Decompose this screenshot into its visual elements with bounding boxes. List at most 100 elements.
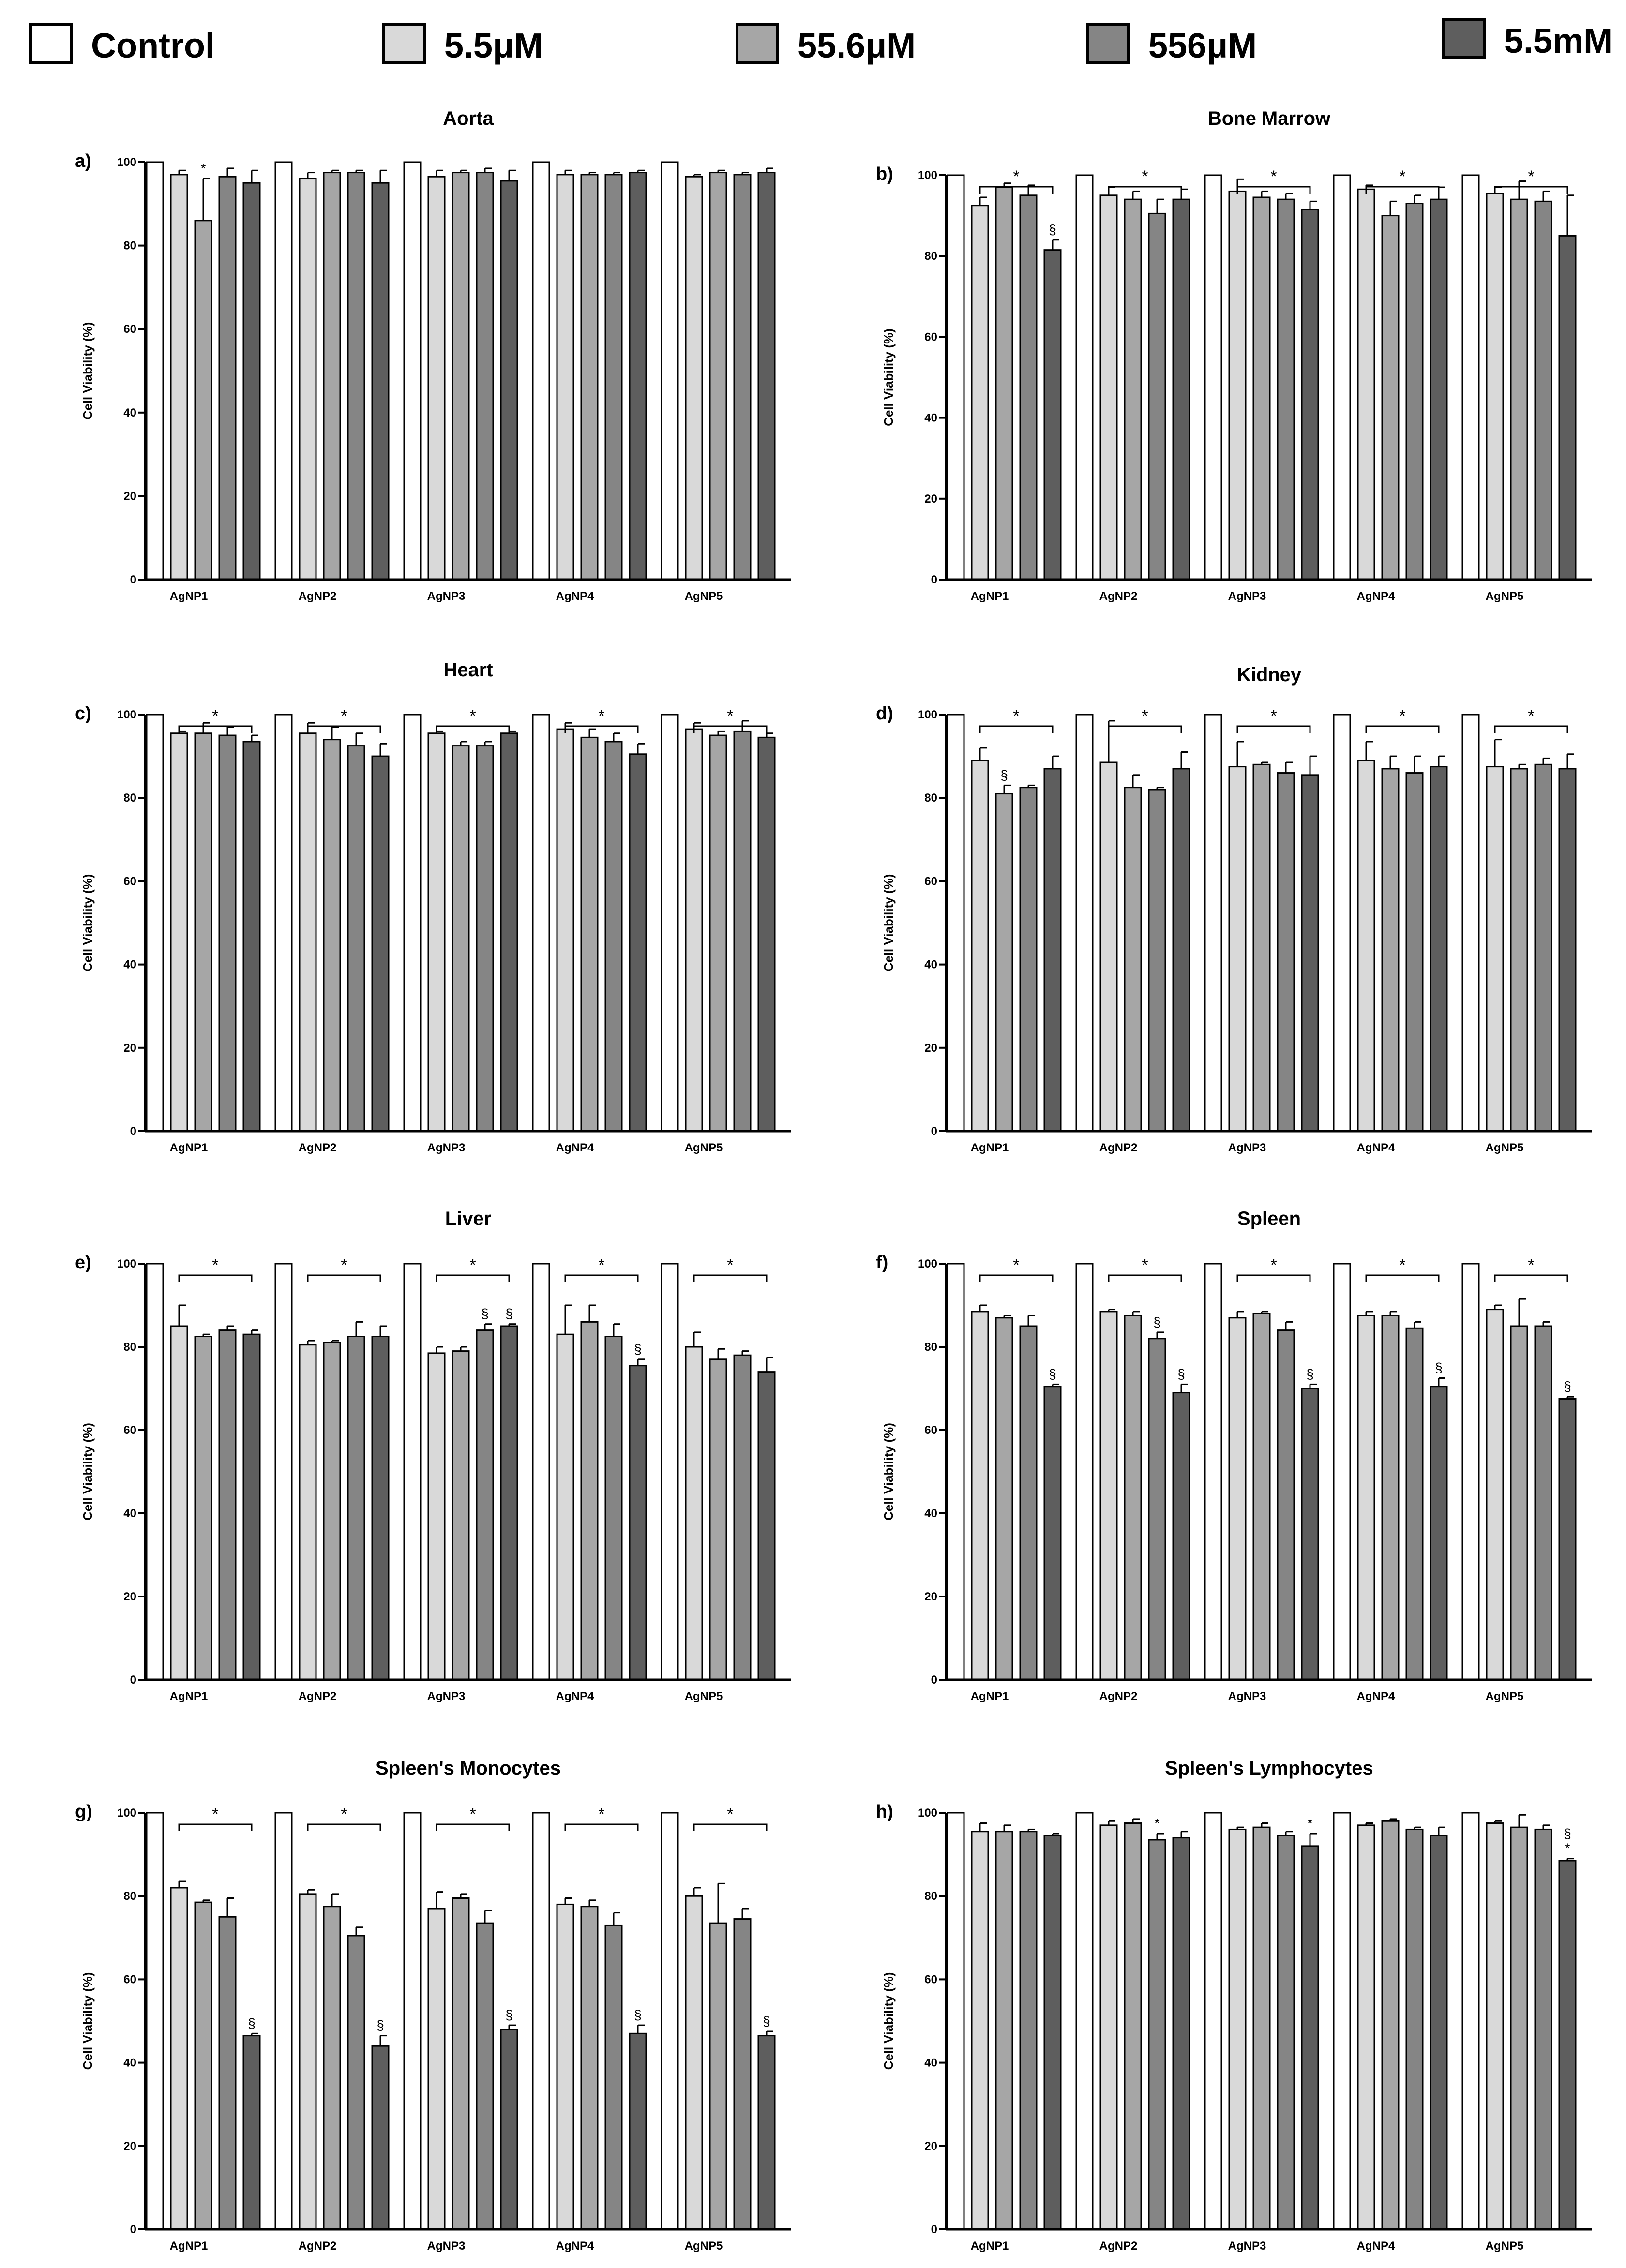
significance-bracket bbox=[178, 1823, 253, 1831]
y-tick-label: 20 bbox=[123, 1590, 136, 1603]
bar bbox=[1252, 763, 1271, 1132]
significance-bracket bbox=[436, 1274, 510, 1282]
chart-panel-6: Spleen f) Cell Viability (%) 0 20 40 60 80 100 Ag… bbox=[876, 1208, 1592, 1703]
bar bbox=[476, 172, 494, 581]
significance-star: * bbox=[1142, 167, 1148, 186]
chart-panel-1: Aorta a) Cell Viability (%) 0 20 40 60 80 100 AgN… bbox=[75, 108, 791, 603]
y-tick-label: 20 bbox=[924, 492, 937, 506]
significance-star: * bbox=[727, 707, 733, 725]
significance-star: * bbox=[1142, 1256, 1148, 1274]
x-tick-label: AgNP3 bbox=[1228, 2239, 1266, 2253]
bar bbox=[1019, 194, 1038, 581]
significance-star: * bbox=[1399, 167, 1405, 186]
bar bbox=[1381, 768, 1400, 1132]
bar bbox=[1172, 768, 1190, 1132]
bar bbox=[556, 728, 574, 1132]
y-tick-label: 0 bbox=[931, 1673, 937, 1686]
significance-bracket bbox=[564, 725, 639, 733]
bar bbox=[580, 1321, 599, 1681]
significance-star: * bbox=[469, 1805, 476, 1823]
bar bbox=[733, 730, 752, 1132]
y-tick-label: 40 bbox=[924, 1507, 937, 1520]
x-tick-label: AgNP5 bbox=[685, 1690, 723, 1703]
significance-star: * bbox=[1142, 707, 1148, 725]
bar bbox=[580, 736, 599, 1132]
x-tick-label: AgNP1 bbox=[971, 590, 1009, 603]
bar bbox=[580, 174, 599, 581]
chart-title: Bone Marrow bbox=[1208, 108, 1331, 129]
bar bbox=[661, 161, 679, 581]
bar bbox=[1461, 1263, 1480, 1681]
bar bbox=[218, 176, 237, 581]
significance-bracket bbox=[1494, 1274, 1568, 1282]
bar bbox=[1558, 768, 1577, 1132]
significance-bracket bbox=[307, 1823, 381, 1831]
bar bbox=[1301, 774, 1319, 1132]
bar bbox=[1381, 1315, 1400, 1681]
y-tick-label: 0 bbox=[931, 2223, 937, 2236]
chart-title: Spleen bbox=[1237, 1208, 1301, 1229]
bar bbox=[1124, 1315, 1142, 1681]
y-tick-label: 20 bbox=[924, 2140, 937, 2153]
bar bbox=[1534, 200, 1552, 581]
y-axis-label: Cell Viability (%) bbox=[80, 1423, 95, 1521]
chart-title: Aorta bbox=[443, 108, 494, 129]
significance-bracket bbox=[1236, 186, 1311, 194]
bar bbox=[476, 1922, 494, 2230]
significance-bracket bbox=[307, 1274, 381, 1282]
bar bbox=[1075, 1812, 1094, 2230]
bar bbox=[1558, 1398, 1577, 1681]
bar bbox=[452, 172, 470, 581]
y-axis-label: Cell Viability (%) bbox=[881, 328, 896, 426]
y-axis-label: Cell Viability (%) bbox=[80, 1972, 95, 2070]
bar bbox=[1486, 193, 1504, 581]
section-mark: § bbox=[505, 2007, 513, 2022]
significance-star: * bbox=[1399, 707, 1405, 725]
significance-star: * bbox=[1270, 707, 1277, 725]
significance-star: * bbox=[1155, 1816, 1160, 1831]
significance-star: * bbox=[212, 1256, 218, 1274]
bar bbox=[532, 161, 550, 581]
bar bbox=[1148, 1839, 1166, 2230]
bar bbox=[1381, 1820, 1400, 2230]
y-tick-label: 20 bbox=[924, 1590, 937, 1603]
section-mark: § bbox=[634, 2007, 642, 2022]
x-tick-label: AgNP2 bbox=[1099, 2239, 1138, 2253]
bar bbox=[403, 714, 422, 1132]
y-tick-label: 60 bbox=[924, 1973, 937, 1986]
bar bbox=[661, 1263, 679, 1681]
y-tick-label: 40 bbox=[924, 2057, 937, 2070]
bar bbox=[1204, 174, 1222, 581]
bar bbox=[1043, 249, 1062, 581]
significance-bracket bbox=[564, 1823, 639, 1831]
x-tick-label: AgNP5 bbox=[685, 1141, 723, 1154]
y-tick-label: 40 bbox=[123, 958, 136, 971]
significance-bracket bbox=[307, 725, 381, 733]
significance-bracket bbox=[693, 1823, 768, 1831]
x-tick-label: AgNP5 bbox=[685, 590, 723, 603]
y-axis-label: Cell Viability (%) bbox=[881, 1972, 896, 2070]
bar bbox=[1228, 190, 1247, 581]
section-mark: § bbox=[248, 2015, 256, 2030]
bar bbox=[1277, 1835, 1295, 2230]
y-axis-label: Cell Viability (%) bbox=[80, 322, 95, 420]
x-tick-label: AgNP5 bbox=[1486, 2239, 1524, 2253]
significance-star: * bbox=[1013, 707, 1019, 725]
bar bbox=[1124, 1822, 1142, 2230]
bar bbox=[971, 1831, 989, 2230]
bar bbox=[500, 1325, 518, 1681]
bar bbox=[1510, 1826, 1528, 2230]
bar bbox=[170, 732, 188, 1132]
bar bbox=[629, 753, 647, 1132]
bar bbox=[947, 714, 965, 1132]
y-tick-label: 100 bbox=[117, 1257, 136, 1270]
bar bbox=[323, 739, 341, 1132]
bar bbox=[532, 1263, 550, 1681]
bar bbox=[1534, 1828, 1552, 2230]
bar bbox=[1558, 1860, 1577, 2230]
panel-letter: d) bbox=[876, 703, 893, 724]
significance-star: * bbox=[727, 1256, 733, 1274]
panel-letter: a) bbox=[75, 151, 91, 171]
bar bbox=[299, 178, 317, 581]
